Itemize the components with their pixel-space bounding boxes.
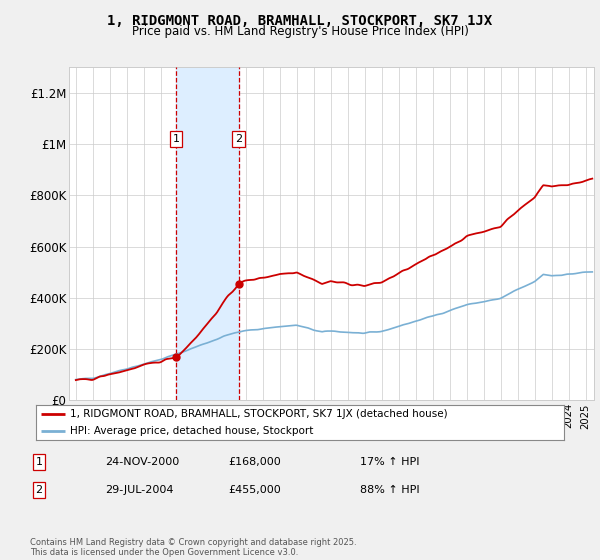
Text: 1, RIDGMONT ROAD, BRAMHALL, STOCKPORT, SK7 1JX: 1, RIDGMONT ROAD, BRAMHALL, STOCKPORT, S… <box>107 14 493 28</box>
Text: 1, RIDGMONT ROAD, BRAMHALL, STOCKPORT, SK7 1JX (detached house): 1, RIDGMONT ROAD, BRAMHALL, STOCKPORT, S… <box>70 409 448 418</box>
Text: 1: 1 <box>172 134 179 144</box>
Text: £455,000: £455,000 <box>228 485 281 495</box>
Text: HPI: Average price, detached house, Stockport: HPI: Average price, detached house, Stoc… <box>70 426 314 436</box>
Text: Price paid vs. HM Land Registry's House Price Index (HPI): Price paid vs. HM Land Registry's House … <box>131 25 469 38</box>
Bar <box>176 67 239 400</box>
Text: Contains HM Land Registry data © Crown copyright and database right 2025.
This d: Contains HM Land Registry data © Crown c… <box>30 538 356 557</box>
Text: 2: 2 <box>35 485 43 495</box>
Text: 29-JUL-2004: 29-JUL-2004 <box>105 485 173 495</box>
Text: 88% ↑ HPI: 88% ↑ HPI <box>360 485 419 495</box>
Text: 2: 2 <box>235 134 242 144</box>
Text: 1: 1 <box>35 457 43 467</box>
Text: £168,000: £168,000 <box>228 457 281 467</box>
Text: 17% ↑ HPI: 17% ↑ HPI <box>360 457 419 467</box>
Text: 24-NOV-2000: 24-NOV-2000 <box>105 457 179 467</box>
